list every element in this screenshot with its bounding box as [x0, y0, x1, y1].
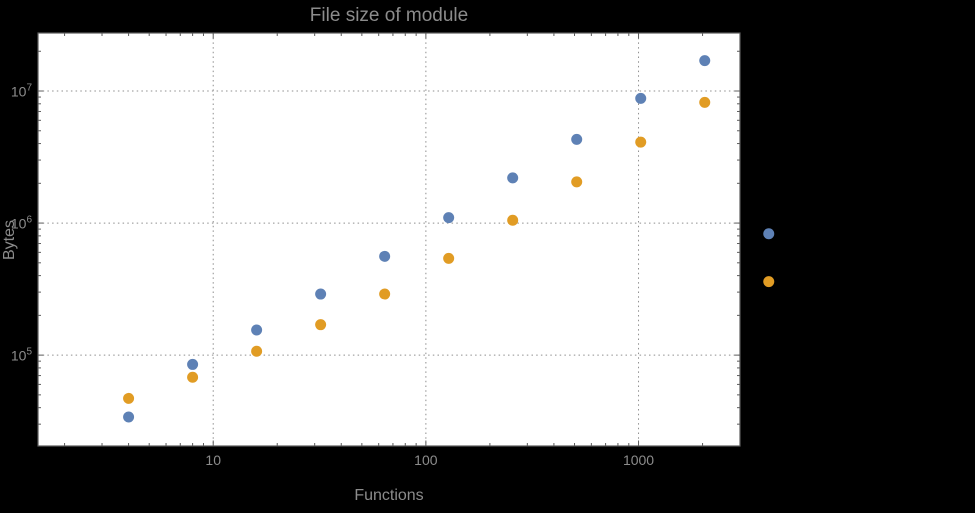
data-point-series-1-blue	[571, 133, 583, 145]
data-point-series-2-orange	[379, 288, 391, 300]
data-point-series-1-blue	[379, 250, 391, 262]
plot-background	[38, 33, 740, 446]
y-tick-label: 105	[10, 346, 32, 364]
data-point-series-2-orange	[507, 214, 519, 226]
data-point-series-1-blue	[187, 358, 199, 370]
data-point-series-2-orange	[635, 136, 647, 148]
data-point-series-2-orange	[763, 276, 775, 288]
data-point-series-1-blue	[699, 55, 711, 67]
data-point-series-2-orange	[123, 392, 135, 404]
x-tick-label: 10	[205, 452, 221, 468]
chart-title: File size of module	[309, 5, 469, 26]
data-point-series-2-orange	[699, 96, 711, 108]
x-tick-label: 100	[414, 452, 438, 468]
data-point-series-1-blue	[251, 324, 263, 336]
data-point-series-1-blue	[443, 212, 455, 224]
data-point-series-1-blue	[763, 228, 775, 240]
data-point-series-2-orange	[251, 345, 263, 357]
y-tick-label: 107	[10, 82, 32, 100]
data-point-series-2-orange	[187, 371, 199, 383]
y-tick-label: 106	[10, 214, 32, 232]
data-point-series-1-blue	[507, 172, 519, 184]
x-axis-label: Functions	[354, 487, 424, 504]
data-point-series-2-orange	[571, 176, 583, 188]
data-point-series-1-blue	[315, 288, 327, 300]
data-point-series-1-blue	[123, 411, 135, 423]
data-point-series-2-orange	[443, 252, 455, 264]
x-tick-label: 1000	[622, 452, 655, 468]
data-point-series-2-orange	[315, 319, 327, 331]
plot-frame	[37, 32, 741, 447]
data-point-series-1-blue	[635, 92, 647, 104]
